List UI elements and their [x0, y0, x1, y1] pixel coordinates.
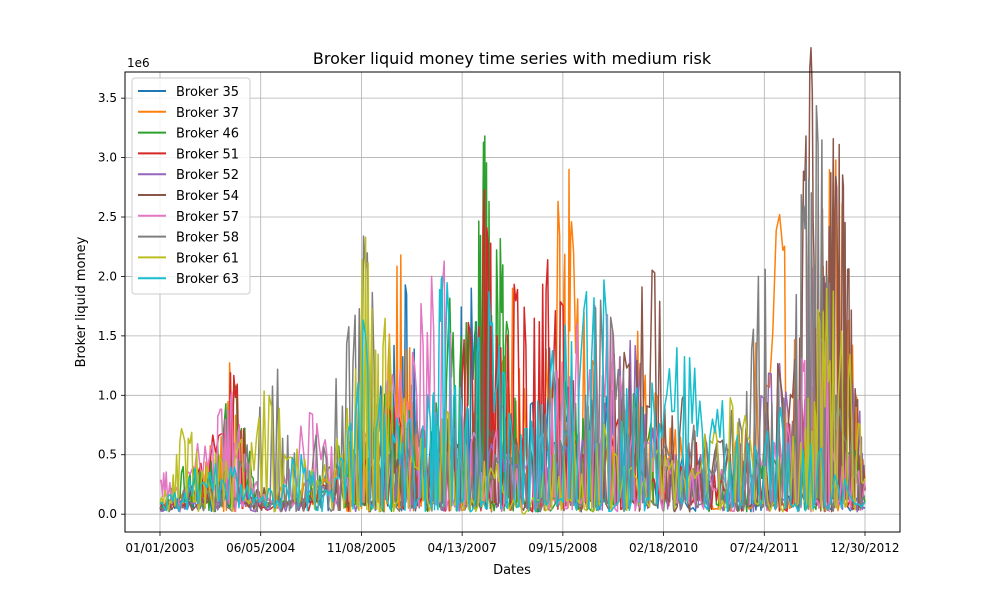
legend-label: Broker 51 [176, 147, 239, 162]
x-tick-label: 04/13/2007 [428, 541, 497, 555]
y-tick-label: 1.0 [98, 388, 117, 402]
legend-label: Broker 52 [176, 168, 239, 183]
legend-label: Broker 54 [176, 189, 239, 204]
y-tick-label: 2.0 [98, 269, 117, 283]
y-tick-label: 1.5 [98, 329, 117, 343]
chart-title: Broker liquid money time series with med… [313, 49, 712, 68]
legend-label: Broker 37 [176, 106, 239, 121]
plot-frame [124, 71, 901, 533]
legend-label: Broker 46 [176, 127, 239, 142]
y-tick-label: 0.5 [98, 448, 117, 462]
x-axis-title: Dates [493, 563, 531, 578]
x-tick-label: 09/15/2008 [528, 541, 597, 555]
y-tick-label: 3.5 [98, 91, 117, 105]
x-tick-label: 02/18/2010 [629, 541, 698, 555]
x-tick-label: 07/24/2011 [730, 541, 799, 555]
y-axis: 0.0 0.5 1.0 1.5 2.0 2.5 3.0 3.5 [98, 91, 125, 521]
y-tick-label: 2.5 [98, 210, 117, 224]
y-tick-label: 0.0 [98, 507, 117, 521]
legend-label: Broker 57 [176, 210, 239, 225]
x-tick-label: 11/08/2005 [327, 541, 396, 555]
x-tick-label: 12/30/2012 [830, 541, 899, 555]
legend-label: Broker 61 [176, 251, 239, 266]
legend-label: Broker 35 [176, 85, 239, 100]
legend-label: Broker 63 [176, 272, 239, 287]
y-axis-title: Broker liquid money [74, 236, 89, 367]
series-lines [159, 47, 866, 515]
x-tick-label: 01/01/2003 [125, 541, 194, 555]
x-axis: 01/01/2003 06/05/2004 11/08/2005 04/13/2007… [125, 532, 900, 555]
series-line [159, 236, 866, 515]
legend: Broker 35 Broker 37 Broker 46 Broker 51 Brok… [131, 77, 251, 295]
y-tick-label: 3.0 [98, 151, 117, 165]
series-line [159, 275, 866, 513]
legend-label: Broker 58 [176, 231, 239, 246]
x-tick-label: 06/05/2004 [226, 541, 295, 555]
y-axis-offset-label: 1e6 [127, 56, 150, 70]
